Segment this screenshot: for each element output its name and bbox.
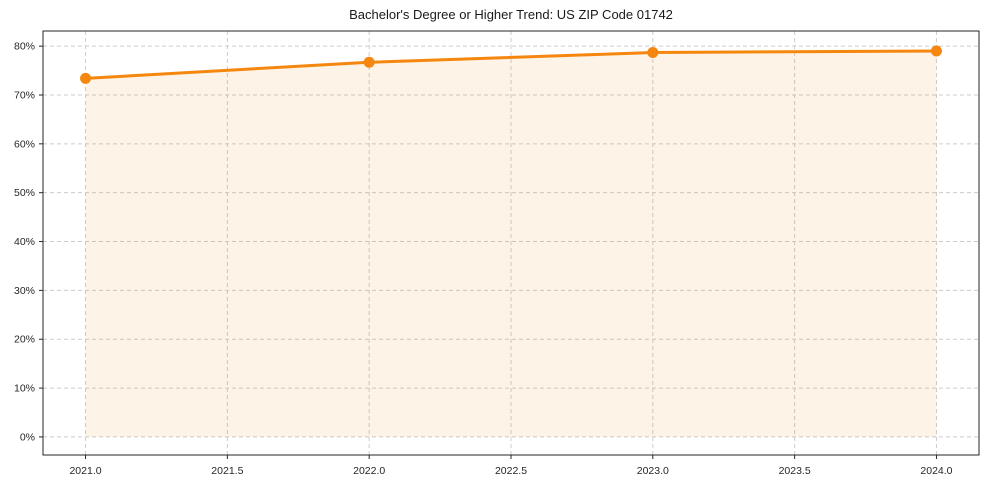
chart-title: Bachelor's Degree or Higher Trend: US ZI… <box>349 7 673 22</box>
x-axis-tick-label: 2024.0 <box>920 465 952 477</box>
y-axis-tick-label: 40% <box>14 236 35 248</box>
x-axis-tick-label: 2021.5 <box>211 465 243 477</box>
x-axis-tick-label: 2023.0 <box>637 465 669 477</box>
y-axis-tick-label: 70% <box>14 89 35 101</box>
area-fill <box>85 51 937 437</box>
x-axis-tick-label: 2022.0 <box>353 465 385 477</box>
y-axis-tick-label: 80% <box>14 41 35 53</box>
data-point-marker <box>930 45 942 57</box>
x-axis-tick-labels: 2021.0 2021.5 2022.0 2022.5 2023.0 2023.5 2024… <box>69 465 952 477</box>
y-axis-tick-label: 30% <box>14 285 35 297</box>
y-axis-tick-label: 20% <box>14 334 35 346</box>
y-axis-tick-label: 10% <box>14 383 35 395</box>
axis-tick-marks <box>39 45 937 459</box>
x-axis-tick-label: 2022.5 <box>495 465 527 477</box>
grid-lines <box>43 31 979 455</box>
data-point-marker <box>647 46 659 58</box>
data-point-marker <box>80 72 92 84</box>
y-axis-tick-label: 0% <box>20 431 35 443</box>
data-point-markers <box>80 45 942 84</box>
y-axis-tick-label: 60% <box>14 138 35 150</box>
y-axis-tick-labels: 0% 10% 20% 30% 40% 50% 60% 70% 80% <box>14 41 35 444</box>
data-point-marker <box>363 56 375 68</box>
trend-line <box>84 49 938 80</box>
x-axis-tick-label: 2023.5 <box>779 465 811 477</box>
y-axis-tick-label: 50% <box>14 187 35 199</box>
x-axis-tick-label: 2021.0 <box>69 465 101 477</box>
